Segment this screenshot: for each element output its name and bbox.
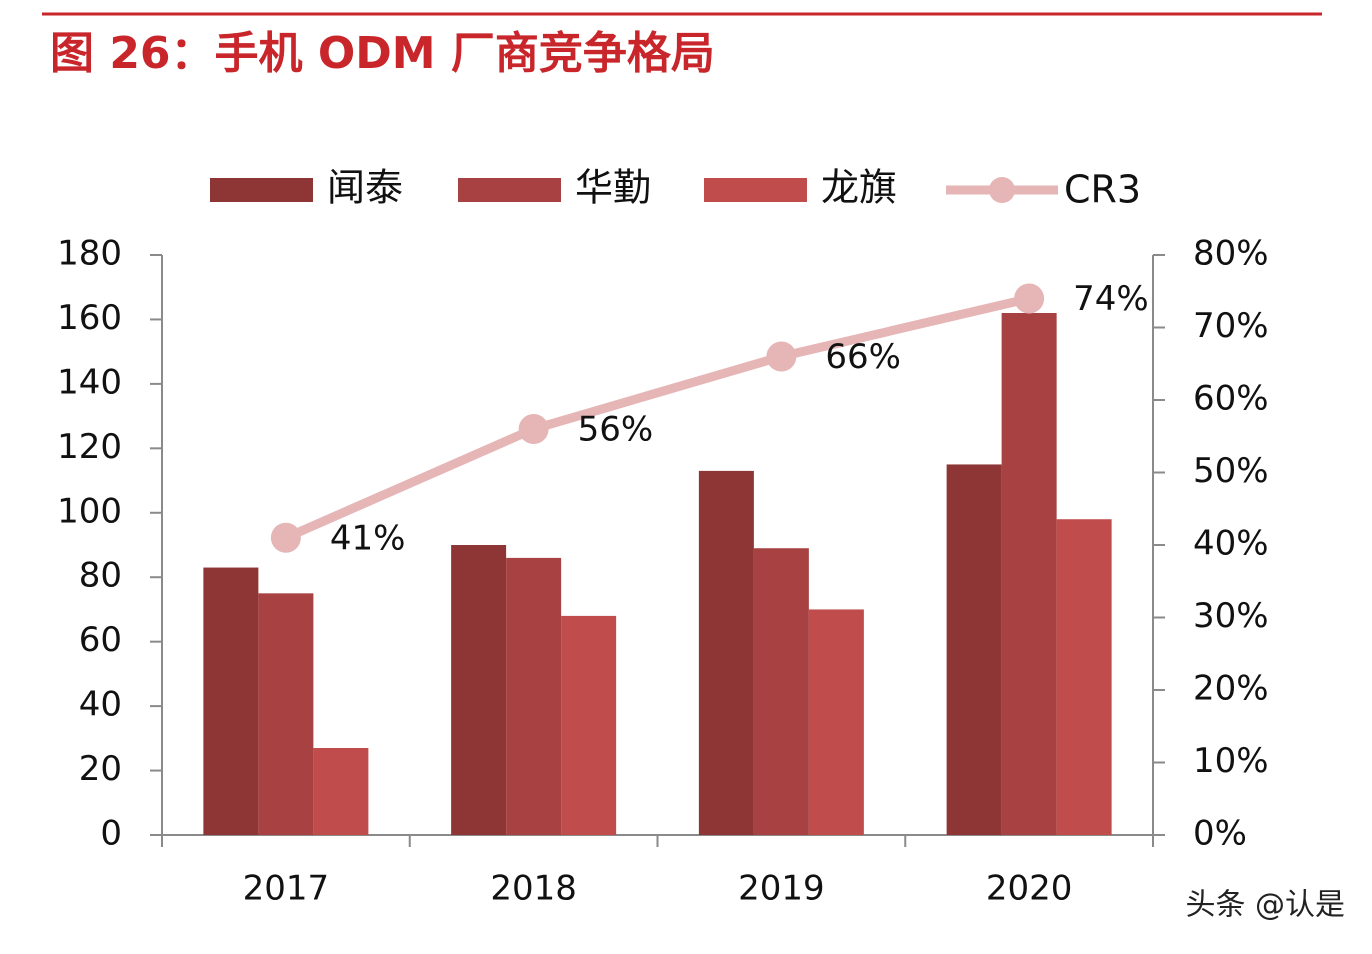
legend-swatch: [458, 178, 561, 202]
watermark: 头条 @认是: [1185, 888, 1345, 923]
line-marker: [518, 414, 549, 444]
line: [284, 294, 1031, 542]
y-tick-label: 160: [57, 298, 122, 338]
legend-label: 闻泰: [327, 166, 403, 210]
data-label: 66%: [825, 337, 901, 377]
legend-swatch: [210, 178, 313, 202]
y2-tick-label: 40%: [1193, 524, 1269, 564]
bar: [203, 567, 259, 835]
y2-tick-label: 60%: [1193, 379, 1269, 419]
y-tick-label: 60: [79, 620, 122, 660]
bar: [808, 609, 864, 835]
line-marker: [1014, 283, 1045, 314]
bar: [753, 548, 809, 835]
data-label: 74%: [1073, 279, 1149, 319]
bar: [313, 748, 369, 835]
x-tick-label: 2020: [986, 869, 1073, 909]
y-tick-label: 140: [57, 362, 122, 402]
y-tick-label: 80: [79, 556, 122, 596]
y2-tick-label: 20%: [1193, 669, 1269, 709]
chart-title: 图 26：手机 ODM 厂商竞争格局: [50, 28, 715, 79]
y-tick-label: 120: [57, 427, 122, 467]
legend-label: CR3: [1064, 168, 1141, 212]
y2-tick-label: 80%: [1193, 234, 1269, 274]
y2-tick-label: 0%: [1193, 814, 1247, 854]
bar: [946, 464, 1002, 835]
legend-label: 龙旗: [821, 166, 897, 210]
x-tick-label: 2018: [490, 869, 577, 909]
y-tick-label: 40: [79, 685, 122, 725]
x-tick-label: 2019: [738, 869, 825, 909]
y-tick-label: 0: [100, 814, 122, 854]
y-tick-label: 180: [57, 234, 122, 274]
x-tick-label: 2017: [243, 869, 330, 909]
legend-swatch: [704, 178, 807, 202]
bar: [258, 593, 314, 835]
y-tick-label: 100: [57, 491, 122, 531]
y2-tick-label: 30%: [1193, 596, 1269, 636]
bar: [451, 545, 507, 835]
y2-tick-label: 10%: [1193, 741, 1269, 781]
line-marker: [270, 522, 301, 553]
data-label: 56%: [578, 410, 654, 450]
bar: [506, 557, 562, 835]
legend-marker: [989, 177, 1015, 203]
y-tick-label: 20: [79, 749, 122, 789]
bar: [561, 615, 617, 835]
y2-tick-label: 70%: [1193, 306, 1269, 346]
legend-label: 华勤: [575, 166, 651, 210]
bar: [1001, 313, 1057, 835]
line-marker: [766, 341, 797, 372]
bar: [698, 470, 754, 835]
y2-tick-label: 50%: [1193, 451, 1269, 491]
data-label: 41%: [330, 518, 406, 558]
bar: [1056, 519, 1112, 835]
